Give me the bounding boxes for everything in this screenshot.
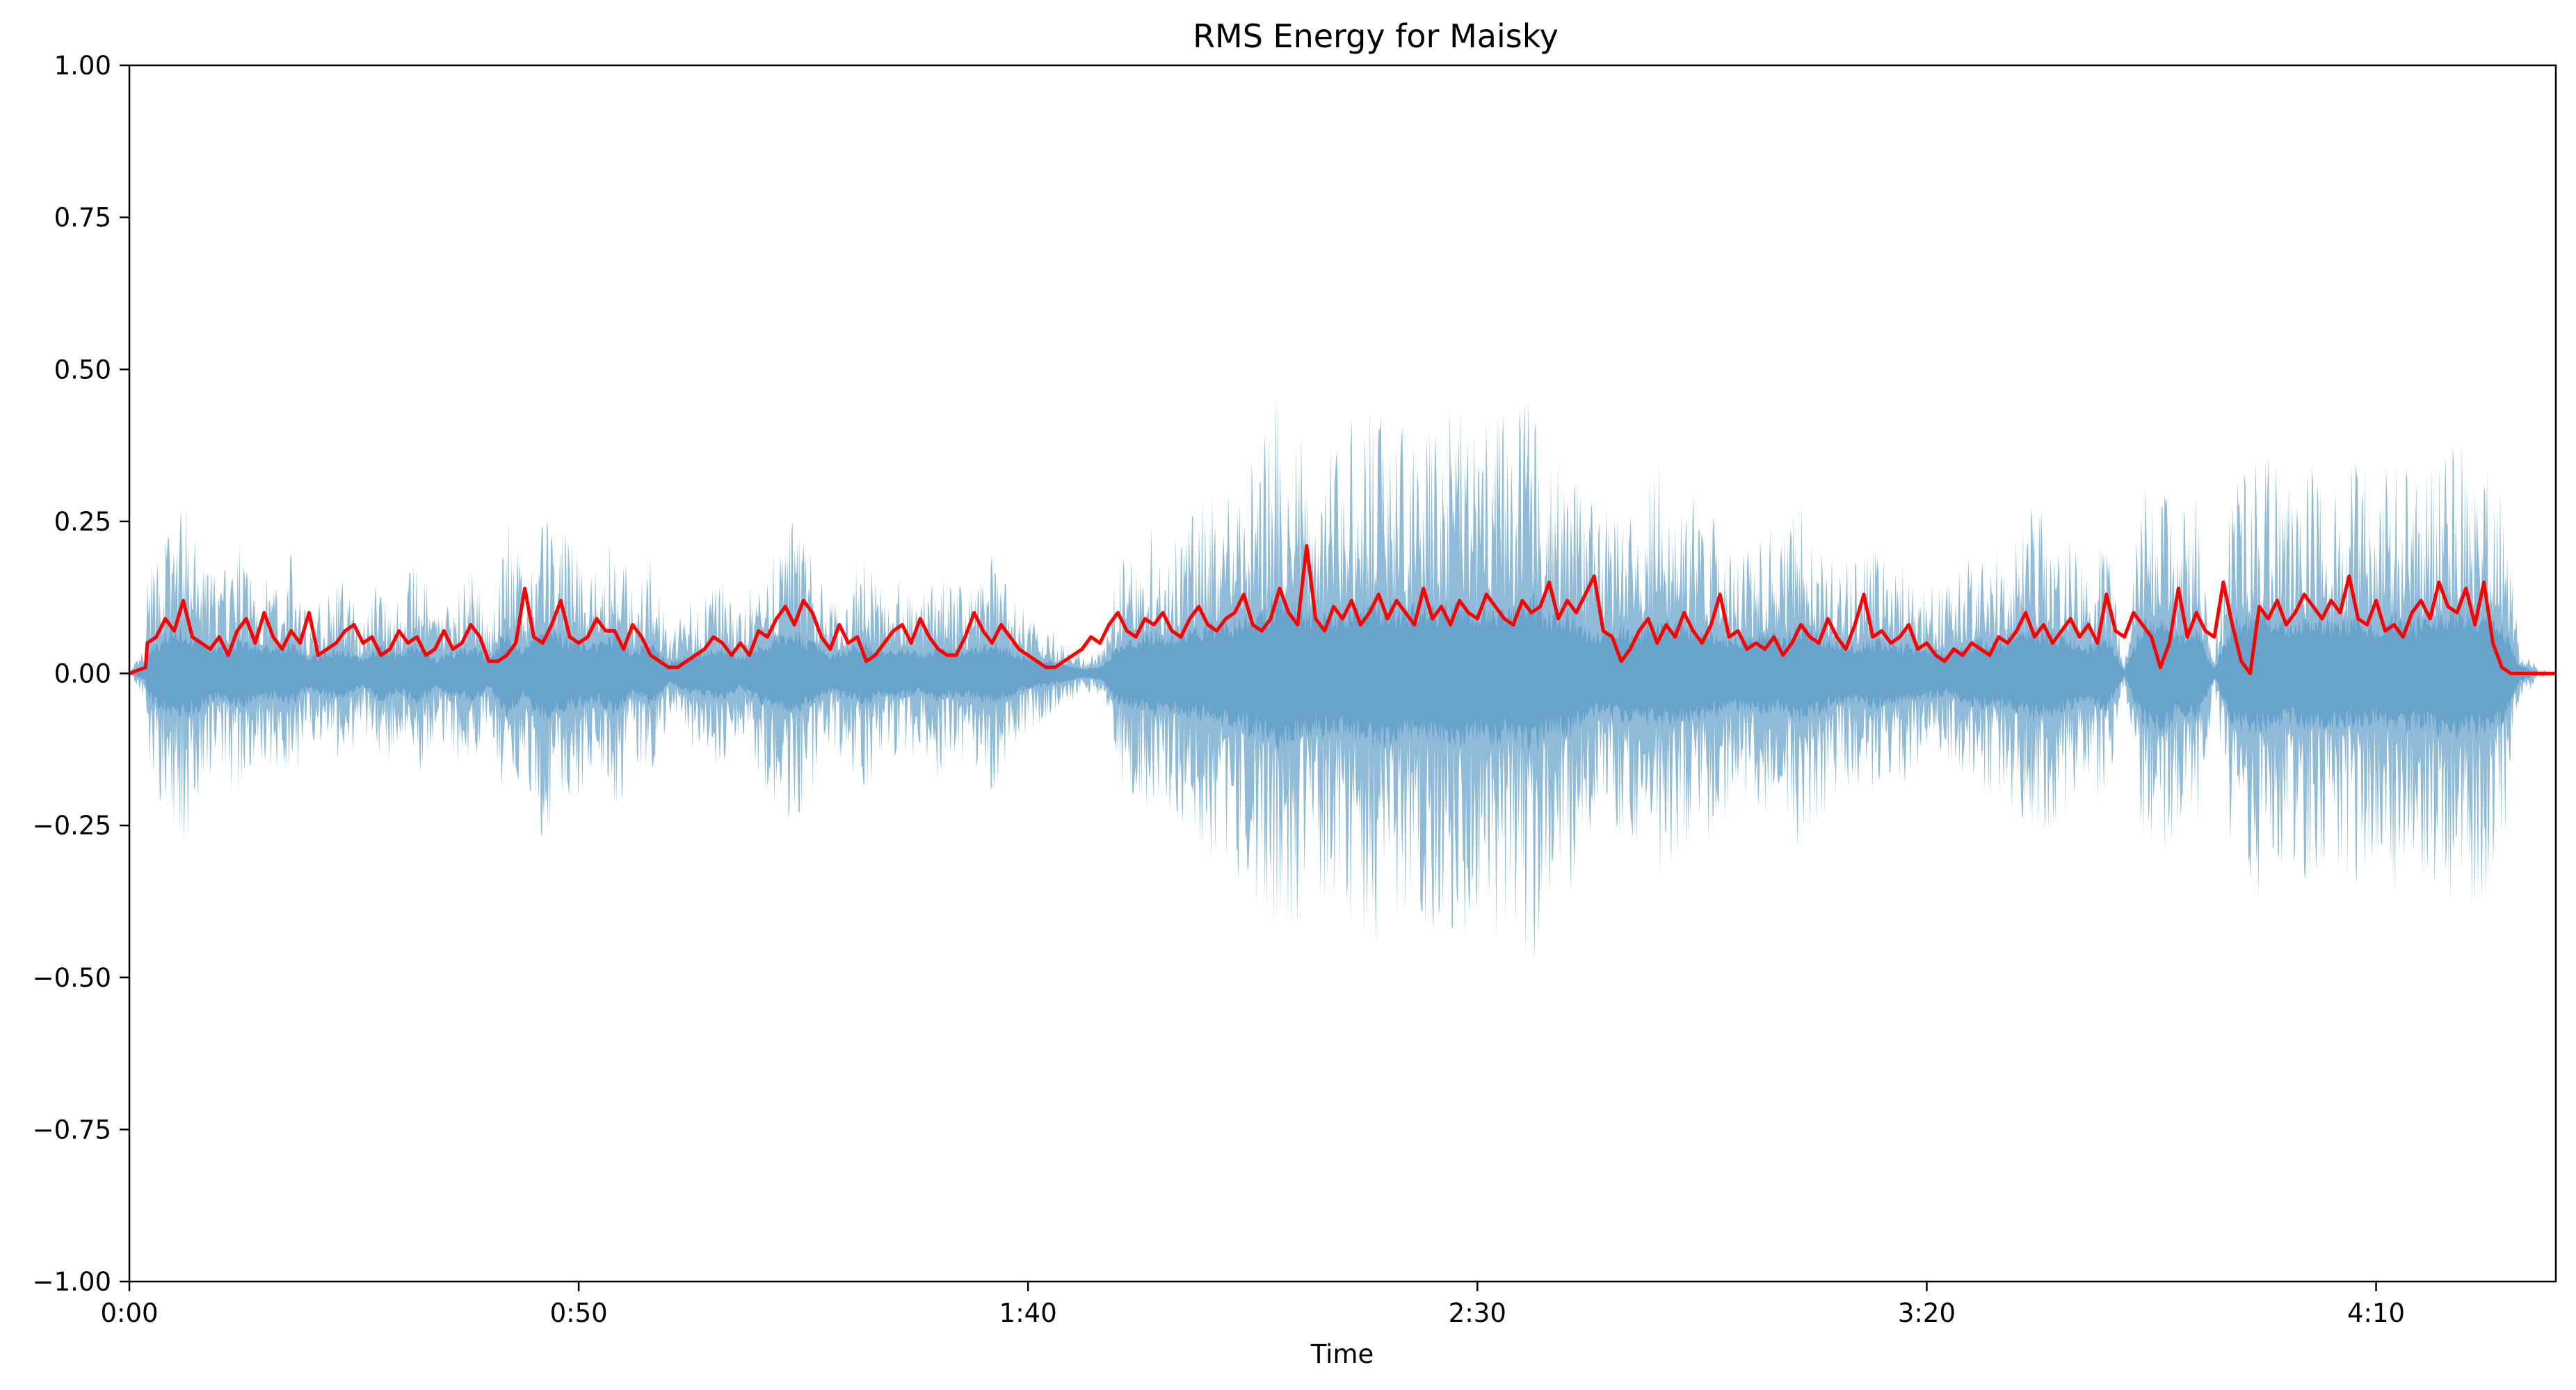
y-tick-label: 0.00 bbox=[54, 659, 111, 689]
y-tick-label: −0.25 bbox=[33, 811, 111, 841]
x-axis-label: Time bbox=[1310, 1339, 1374, 1369]
y-tick-label: 0.75 bbox=[54, 203, 111, 233]
rms-energy-line bbox=[129, 544, 2556, 675]
y-tick-label: −0.75 bbox=[33, 1115, 111, 1145]
y-tick-label: −0.50 bbox=[33, 963, 111, 993]
y-tick-label: 1.00 bbox=[54, 51, 111, 81]
x-axis: 0:00 0:50 1:40 2:30 3:20 4:10 bbox=[100, 1282, 2405, 1328]
y-tick-label: 0.50 bbox=[54, 355, 111, 385]
x-tick-label: 3:20 bbox=[1898, 1298, 1956, 1328]
chart-title: RMS Energy for Maisky bbox=[1193, 17, 1559, 55]
x-tick-label: 1:40 bbox=[999, 1298, 1057, 1328]
x-tick-label: 0:00 bbox=[100, 1298, 158, 1328]
y-tick-label: −1.00 bbox=[33, 1267, 111, 1297]
y-axis: 1.00 0.75 0.50 0.25 0.00 −0.25 −0.50 −0.75 −1.00 bbox=[33, 51, 129, 1297]
x-tick-label: 4:10 bbox=[2347, 1298, 2405, 1328]
plot-area bbox=[129, 396, 2556, 960]
y-tick-label: 0.25 bbox=[54, 507, 111, 537]
waveform-area bbox=[129, 396, 2556, 960]
waveform-core-band bbox=[129, 590, 2556, 754]
x-tick-label: 0:50 bbox=[550, 1298, 608, 1328]
x-tick-label: 2:30 bbox=[1449, 1298, 1506, 1328]
